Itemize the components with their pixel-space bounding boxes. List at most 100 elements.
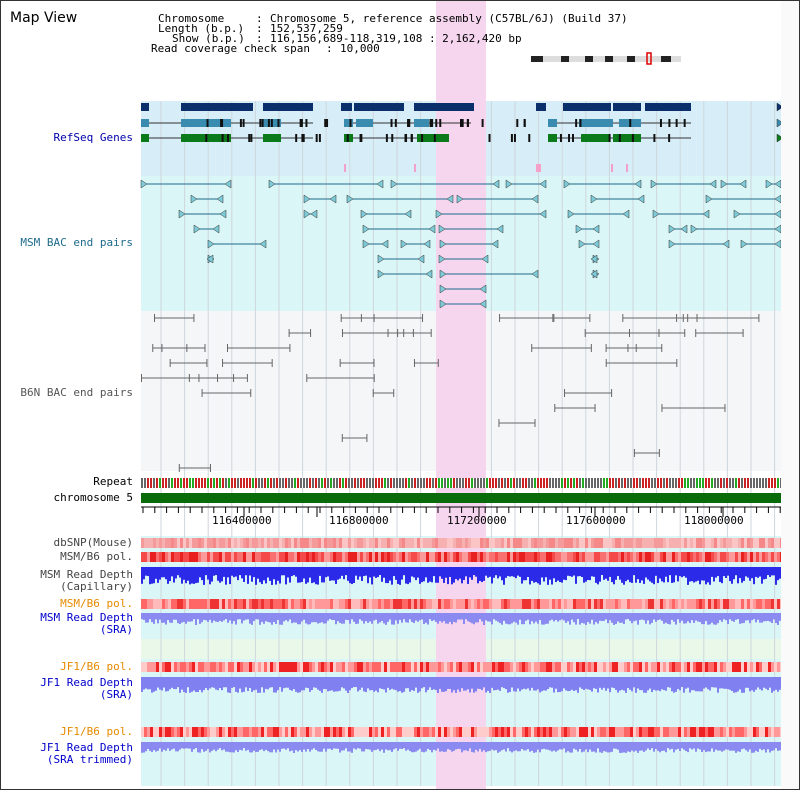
repeat-mark: [150, 478, 152, 488]
jf1-trimmed-depth: [163, 742, 165, 750]
msm-pol2-heat: [756, 599, 759, 609]
jf1-trimmed-depth: [569, 742, 571, 753]
msm-pol2-heat: [306, 599, 309, 609]
msm-capillary-depth: [563, 567, 565, 580]
dbsnp-heat: [267, 538, 270, 548]
jf1-trimmed-depth: [643, 742, 645, 752]
jf1-pol2-heat: [336, 727, 339, 737]
jf1-pol2-heat: [690, 727, 693, 737]
gene-block: [181, 119, 231, 127]
track-label-refseq[interactable]: RefSeq Genes: [53, 131, 133, 144]
jf1-sra-depth: [191, 677, 193, 692]
repeat-mark: [648, 478, 650, 488]
msm-sra-depth: [193, 613, 195, 620]
repeat-mark: [501, 478, 503, 488]
jf1-trimmed-depth: [599, 742, 601, 753]
msm-pol-heat: [279, 552, 282, 562]
track-label-msm-depth-capillary[interactable]: MSM Read Depth: [40, 568, 133, 581]
jf1-pol2-heat: [471, 727, 474, 737]
msm-sra-depth: [207, 613, 209, 622]
msm-capillary-depth: [385, 567, 387, 584]
msm-pol-heat: [678, 552, 681, 562]
gene-block: [417, 134, 449, 142]
msm-capillary-depth: [231, 567, 233, 576]
msm-capillary-depth: [361, 567, 363, 581]
repeat-mark: [297, 478, 299, 488]
track-label-b6n-bac[interactable]: B6N BAC end pairs: [20, 386, 133, 399]
msm-pol-heat: [171, 552, 174, 562]
msm-pol2-heat: [231, 599, 234, 609]
dbsnp-heat: [357, 538, 360, 548]
track-label-jf1-depth-sra[interactable]: JF1 Read Depth: [40, 676, 133, 689]
jf1-pol2-heat: [333, 727, 336, 737]
dbsnp-heat: [258, 538, 261, 548]
jf1-trimmed-depth: [289, 742, 291, 752]
msm-pol2-heat: [399, 599, 402, 609]
msm-pol2-heat: [540, 599, 543, 609]
dbsnp-heat: [723, 538, 726, 548]
msm-capillary-depth: [365, 567, 367, 576]
msm-sra-depth: [721, 613, 723, 622]
dbsnp-heat: [186, 538, 189, 548]
msm-pol-heat: [627, 552, 630, 562]
msm-pol2-heat: [537, 599, 540, 609]
track-label-msm-b6-pol-2[interactable]: MSM/B6 pol.: [60, 597, 133, 610]
jf1-sra-depth: [187, 677, 189, 688]
msm-capillary-depth: [555, 567, 557, 583]
track-label-jf1-depth-trimmed[interactable]: JF1 Read Depth: [40, 741, 133, 754]
msm-pol2-heat: [411, 599, 414, 609]
track-label-dbsnp[interactable]: dbSNP(Mouse): [53, 536, 133, 549]
jf1-sra-depth: [301, 677, 303, 691]
jf1-trimmed-depth: [493, 742, 495, 751]
jf1-pol2-heat: [165, 727, 168, 737]
repeat-mark: [294, 478, 296, 488]
jf1-trimmed-depth: [511, 742, 513, 753]
msm-pol2-heat: [672, 599, 675, 609]
repeat-mark: [477, 478, 479, 488]
jf1-pol2-heat: [246, 727, 249, 737]
dbsnp-heat: [549, 538, 552, 548]
msm-capillary-depth: [441, 567, 443, 579]
jf1-pol-heat: [501, 662, 504, 672]
msm-pol2-heat: [276, 599, 279, 609]
msm-pol-heat: [333, 552, 336, 562]
snp-marker: [626, 164, 628, 172]
jf1-pol-heat: [645, 662, 648, 672]
jf1-pol-heat: [654, 662, 657, 672]
jf1-sra-depth: [729, 677, 731, 690]
jf1-pol-heat: [150, 662, 153, 672]
track-label-jf1-b6-pol-2[interactable]: JF1/B6 pol.: [60, 725, 133, 738]
msm-bac-end: [680, 224, 688, 234]
msm-bac-end: [381, 239, 389, 249]
track-label-chromosome[interactable]: chromosome 5: [53, 491, 133, 504]
msm-capillary-depth: [233, 567, 235, 578]
jf1-sra-depth: [245, 677, 247, 688]
track-label-jf1-b6-pol[interactable]: JF1/B6 pol.: [60, 660, 133, 673]
msm-pol2-heat: [621, 599, 624, 609]
msm-capillary-depth: [263, 567, 265, 581]
jf1-sra-depth: [509, 677, 511, 692]
jf1-pol-heat: [684, 662, 687, 672]
jf1-trimmed-depth: [359, 742, 361, 749]
repeat-mark: [213, 478, 215, 488]
repeat-mark: [507, 478, 509, 488]
track-label-msm-depth-sra[interactable]: MSM Read Depth: [40, 611, 133, 624]
msm-bac-end: [539, 209, 547, 219]
msm-pol-heat: [765, 552, 768, 562]
jf1-sra-depth: [341, 677, 343, 688]
msm-sra-depth: [589, 613, 591, 624]
jf1-pol2-heat: [768, 727, 771, 737]
msm-capillary-depth: [687, 567, 689, 585]
jf1-sra-depth: [171, 677, 173, 688]
track-label-msm-b6-pol[interactable]: MSM/B6 pol.: [60, 550, 133, 563]
msm-capillary-depth: [257, 567, 259, 579]
jf1-pol2-heat: [162, 727, 165, 737]
dbsnp-heat: [234, 538, 237, 548]
gene-block: [414, 103, 474, 111]
jf1-trimmed-depth: [551, 742, 553, 752]
exon: [439, 119, 442, 127]
track-label-msm-bac[interactable]: MSM BAC end pairs: [20, 236, 133, 249]
dbsnp-heat: [558, 538, 561, 548]
track-label-repeat[interactable]: Repeat: [93, 475, 133, 488]
